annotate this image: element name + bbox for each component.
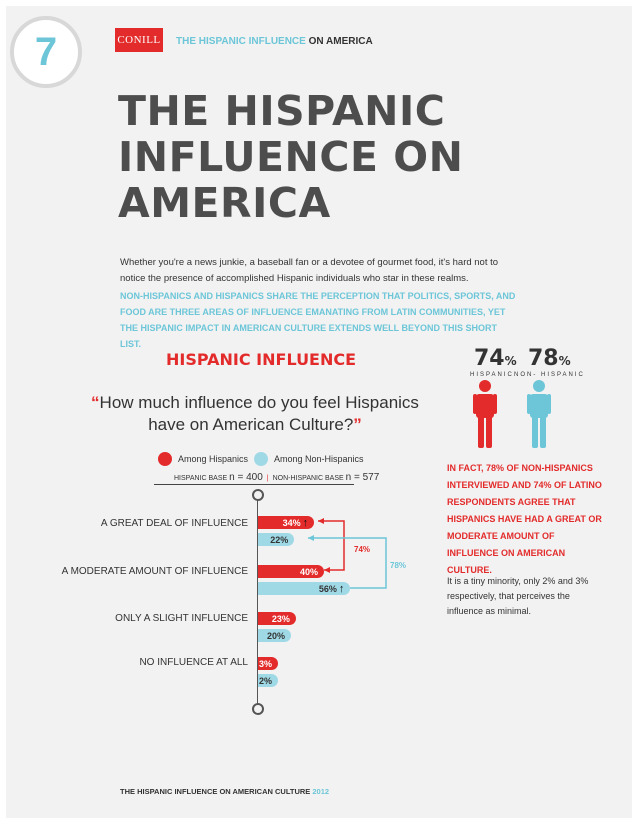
legend-hispanic-swatch — [158, 452, 172, 466]
open-quote: “ — [91, 393, 100, 412]
conill-logo: CONILL — [115, 28, 163, 52]
legend-hispanic-label: Among Hispanics — [178, 454, 249, 464]
intro-emphasis: NON-HISPANICS AND HISPANICS SHARE THE PE… — [120, 291, 516, 349]
axis-top-dot — [252, 489, 264, 501]
page-number: 7 — [34, 29, 58, 74]
legend-non-hispanic-swatch — [254, 452, 268, 466]
footer-year: 2012 — [312, 787, 330, 796]
legend-non-hispanic-label: Among Non-Hispanics — [274, 454, 364, 464]
page-footer: THE HISPANIC INFLUENCE ON AMERICAN CULTU… — [120, 787, 329, 796]
non-hispanic-bar: 22% — [258, 533, 295, 546]
axis-bottom-dot — [252, 703, 264, 715]
hispanic-stat-pct: % — [504, 354, 517, 368]
close-quote: ” — [353, 415, 362, 434]
bar-value-label: 20% — [266, 630, 285, 641]
legend-non-hispanic: Among Non-Hispanics — [254, 452, 364, 466]
hispanic-bar: 23% — [258, 612, 296, 625]
up-arrow-icon: ↑ — [338, 582, 345, 595]
non-hispanic-stat-label: NON- HISPANIC — [514, 372, 585, 378]
title-line-3: AMERICA — [118, 179, 331, 227]
category-label: NO INFLUENCE AT ALL — [139, 657, 248, 668]
hispanic-bracket-arrowhead — [318, 518, 324, 524]
bar-value-label: 22% — [270, 534, 289, 545]
hispanic-stat-value: 74 — [474, 346, 505, 371]
section-heading: HISPANIC INFLUENCE — [166, 350, 357, 369]
base-separator: | — [266, 475, 269, 482]
hispanic-base-label: HISPANIC BASE — [174, 475, 228, 482]
bar-value-label: 2% — [258, 675, 272, 686]
non-hispanic-base-n: n = 577 — [345, 472, 380, 483]
non-hispanic-bar: 20% — [258, 629, 291, 642]
bar-value-label: 40% — [299, 566, 318, 577]
survey-question: “How much influence do you feel Hispanic… — [90, 392, 420, 436]
question-text: How much influence do you feel Hispanics… — [99, 393, 419, 434]
header-rest: ON AMERICA — [305, 36, 373, 47]
header-highlight: THE HISPANIC INFLUENCE — [176, 36, 306, 47]
non-hispanic-stat-value: 78 — [528, 346, 559, 371]
up-arrow-icon: ↑ — [302, 516, 309, 529]
hispanic-person-icon — [473, 380, 497, 448]
non-hispanic-bracket — [308, 537, 387, 589]
page-number-badge: 7 — [10, 16, 82, 88]
non-hispanic-stat: 78% — [528, 346, 571, 371]
footer-text: THE HISPANIC INFLUENCE ON AMERICAN CULTU… — [120, 787, 313, 796]
hispanic-stat-label: HISPANIC — [470, 372, 514, 378]
non-hispanic-bar: 2% — [258, 674, 278, 687]
hispanic-stat: 74% — [474, 346, 517, 371]
hispanic-bracket — [318, 520, 345, 571]
hispanic-base-n: n = 400 — [229, 472, 263, 483]
intro-text: Whether you're a news junkie, a baseball… — [120, 257, 499, 284]
person-figures — [473, 380, 551, 448]
bar-value-label: 23% — [271, 613, 290, 624]
running-header: THE HISPANIC INFLUENCE ON AMERICA — [176, 36, 373, 47]
hispanic-bracket-arrowhead — [324, 567, 330, 573]
non-hispanic-person-icon — [527, 380, 551, 448]
bar-value-label: 3% — [258, 658, 272, 669]
hispanic-bar: 40% — [258, 565, 324, 578]
title-line-1: THE HISPANIC — [118, 87, 446, 135]
combined-hispanic-label: 74% — [354, 545, 371, 554]
bar-value-label: 56% — [318, 583, 337, 594]
sidebar-highlight: IN FACT, 78% OF NON-HISPANICS INTERVIEWE… — [447, 463, 602, 575]
hispanic-bar: 34% ↑ — [258, 516, 315, 529]
non-hispanic-stat-pct: % — [558, 354, 571, 368]
category-label: A GREAT DEAL OF INFLUENCE — [100, 518, 248, 529]
sidebar-body: It is a tiny minority, only 2% and 3% re… — [447, 576, 589, 616]
logo-text: CONILL — [117, 34, 161, 46]
page-title: THE HISPANIC INFLUENCE ON AMERICA — [118, 88, 463, 226]
sample-base: HISPANIC BASE n = 400 | NON-HISPANIC BASE … — [174, 472, 379, 483]
bar-value-label: 34% — [282, 517, 301, 528]
non-hispanic-base-label: NON-HISPANIC BASE — [272, 475, 344, 482]
category-label: A MODERATE AMOUNT OF INFLUENCE — [61, 566, 248, 577]
legend-hispanic: Among Hispanics — [158, 452, 248, 466]
title-line-2: INFLUENCE ON — [118, 133, 464, 181]
hispanic-bar: 3% — [258, 657, 278, 670]
combined-non-hispanic-label: 78% — [390, 561, 407, 570]
legend-divider — [154, 484, 354, 485]
non-hispanic-bar: 56% ↑ — [258, 582, 351, 595]
non-hispanic-bracket-arrowhead — [308, 535, 314, 541]
chart-axis — [257, 497, 258, 707]
category-label: ONLY A SLIGHT INFLUENCE — [115, 613, 248, 624]
